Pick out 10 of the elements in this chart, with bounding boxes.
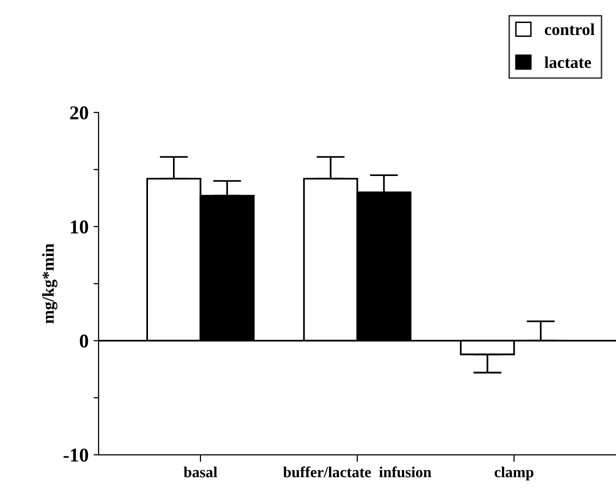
x-tick-label: clamp: [494, 466, 534, 480]
y-axis-title: mg/kg*min: [42, 244, 58, 324]
y-tick-label: 10: [70, 220, 88, 234]
y-tick-label: 20: [70, 106, 88, 120]
x-tick-label: buffer/lactate infusion: [283, 466, 432, 478]
x-tick-label: basal: [184, 466, 218, 478]
y-tick-label: -10: [64, 448, 88, 462]
legend-label: control: [544, 23, 595, 36]
y-tick-label: 0: [80, 334, 88, 348]
legend-label: lactate: [544, 56, 591, 68]
